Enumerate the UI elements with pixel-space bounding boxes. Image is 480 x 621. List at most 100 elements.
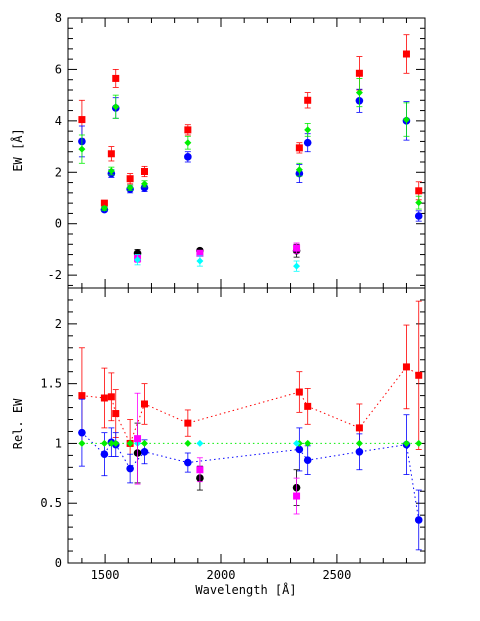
data-point-square bbox=[196, 249, 204, 257]
data-point-diamond bbox=[184, 439, 192, 447]
data-point-circle bbox=[100, 450, 109, 458]
data-point-circle bbox=[295, 445, 304, 454]
series-square bbox=[78, 34, 423, 207]
y-tick-label: 2 bbox=[55, 317, 62, 331]
data-point-diamond bbox=[304, 439, 312, 447]
data-point-diamond bbox=[304, 126, 312, 134]
data-point-diamond bbox=[100, 204, 108, 212]
data-point-diamond bbox=[107, 167, 115, 175]
series-square bbox=[134, 242, 301, 263]
data-point-circle bbox=[303, 138, 312, 147]
bottom-series-layer bbox=[78, 300, 423, 551]
bottom-axis-ticks bbox=[68, 287, 425, 564]
data-point-circle bbox=[355, 448, 364, 456]
data-point-circle bbox=[414, 212, 423, 220]
y-tick-label: 0 bbox=[55, 556, 62, 570]
data-point-square bbox=[295, 144, 303, 152]
data-point-square bbox=[304, 402, 312, 410]
data-point-square bbox=[355, 424, 363, 432]
data-point-square bbox=[304, 96, 312, 104]
data-point-circle bbox=[303, 456, 312, 464]
series-diamond bbox=[78, 78, 423, 212]
data-point-square bbox=[293, 492, 301, 500]
top-plot-frame bbox=[67, 17, 426, 289]
y-tick-label: 1 bbox=[55, 436, 62, 450]
y-tick-label: 1.5 bbox=[40, 377, 62, 391]
panel-bottom: 0 0.5 1 1.5 2 1500 2000 2500 Rel. EW Wavelength… bbox=[11, 287, 426, 597]
data-point-circle bbox=[140, 183, 149, 192]
data-point-diamond bbox=[196, 439, 204, 447]
data-point-diamond bbox=[184, 139, 192, 147]
data-point-diamond bbox=[402, 439, 410, 447]
data-point-square bbox=[295, 388, 303, 396]
data-point-circle bbox=[140, 448, 149, 456]
data-point-diamond bbox=[141, 180, 148, 188]
data-point-diamond bbox=[415, 439, 423, 447]
data-point-circle bbox=[78, 428, 86, 437]
series-square bbox=[134, 392, 301, 515]
series-connector-line bbox=[81, 366, 420, 445]
data-point-square bbox=[112, 410, 120, 418]
data-point-circle bbox=[414, 516, 423, 524]
data-point-diamond bbox=[78, 145, 86, 153]
series-circle bbox=[133, 243, 301, 258]
data-point-square bbox=[415, 371, 423, 379]
data-point-diamond bbox=[134, 256, 142, 264]
top-series-layer bbox=[78, 34, 423, 272]
data-point-diamond bbox=[196, 257, 204, 265]
y-tick-label: 6 bbox=[55, 62, 62, 76]
data-point-diamond bbox=[355, 89, 363, 97]
series-circle bbox=[78, 88, 423, 222]
data-point-square bbox=[293, 244, 301, 252]
data-point-diamond bbox=[293, 439, 301, 447]
y-tick-label: 2 bbox=[55, 165, 62, 179]
data-point-diamond bbox=[295, 166, 303, 174]
y-tick-label: 4 bbox=[55, 114, 62, 128]
x-axis-title: Wavelength [Å] bbox=[195, 582, 296, 597]
data-point-circle bbox=[126, 464, 134, 473]
series-diamond bbox=[134, 254, 301, 272]
data-point-circle bbox=[184, 153, 192, 161]
x-tick-label: 2500 bbox=[322, 568, 351, 582]
data-point-square bbox=[126, 175, 134, 183]
y-tick-label: 0 bbox=[55, 217, 62, 231]
top-y-axis-title: EW [Å] bbox=[10, 128, 25, 171]
series-circle bbox=[133, 422, 301, 507]
top-axis-ticks bbox=[68, 17, 425, 288]
data-point-diamond bbox=[78, 439, 86, 447]
x-tick-label: 2000 bbox=[207, 568, 236, 582]
data-point-diamond bbox=[112, 439, 120, 447]
series-connector-line bbox=[81, 432, 420, 521]
data-point-square bbox=[402, 50, 410, 58]
data-point-square bbox=[355, 69, 363, 77]
data-point-square bbox=[415, 187, 423, 195]
y-tick-label: 8 bbox=[55, 11, 62, 25]
data-point-square bbox=[107, 150, 115, 158]
data-point-diamond bbox=[402, 116, 410, 124]
data-point-diamond bbox=[355, 439, 363, 447]
data-point-diamond bbox=[415, 199, 423, 207]
bottom-y-axis-title: Rel. EW bbox=[11, 398, 25, 449]
data-point-square bbox=[78, 116, 86, 124]
data-point-diamond bbox=[107, 439, 115, 447]
data-point-square bbox=[196, 466, 204, 474]
data-point-square bbox=[107, 393, 115, 401]
data-point-circle bbox=[184, 458, 192, 467]
data-point-square bbox=[184, 126, 192, 134]
data-point-square bbox=[100, 199, 108, 207]
top-tick-labels: -2 0 2 4 6 8 bbox=[48, 11, 62, 282]
panel-top: -2 0 2 4 6 8 EW [Å] bbox=[10, 11, 426, 289]
data-point-square bbox=[402, 363, 410, 371]
data-point-square bbox=[141, 400, 148, 408]
data-point-diamond bbox=[293, 262, 301, 270]
data-point-diamond bbox=[141, 439, 148, 447]
x-tick-label: 1500 bbox=[91, 568, 120, 582]
bottom-tick-labels: 0 0.5 1 1.5 2 1500 2000 2500 bbox=[40, 317, 351, 582]
bottom-plot-frame bbox=[67, 287, 426, 564]
y-tick-label: 0.5 bbox=[40, 496, 62, 510]
data-point-square bbox=[141, 168, 148, 176]
data-point-square bbox=[134, 435, 142, 443]
y-tick-label: -2 bbox=[48, 268, 62, 282]
data-point-square bbox=[100, 394, 108, 402]
